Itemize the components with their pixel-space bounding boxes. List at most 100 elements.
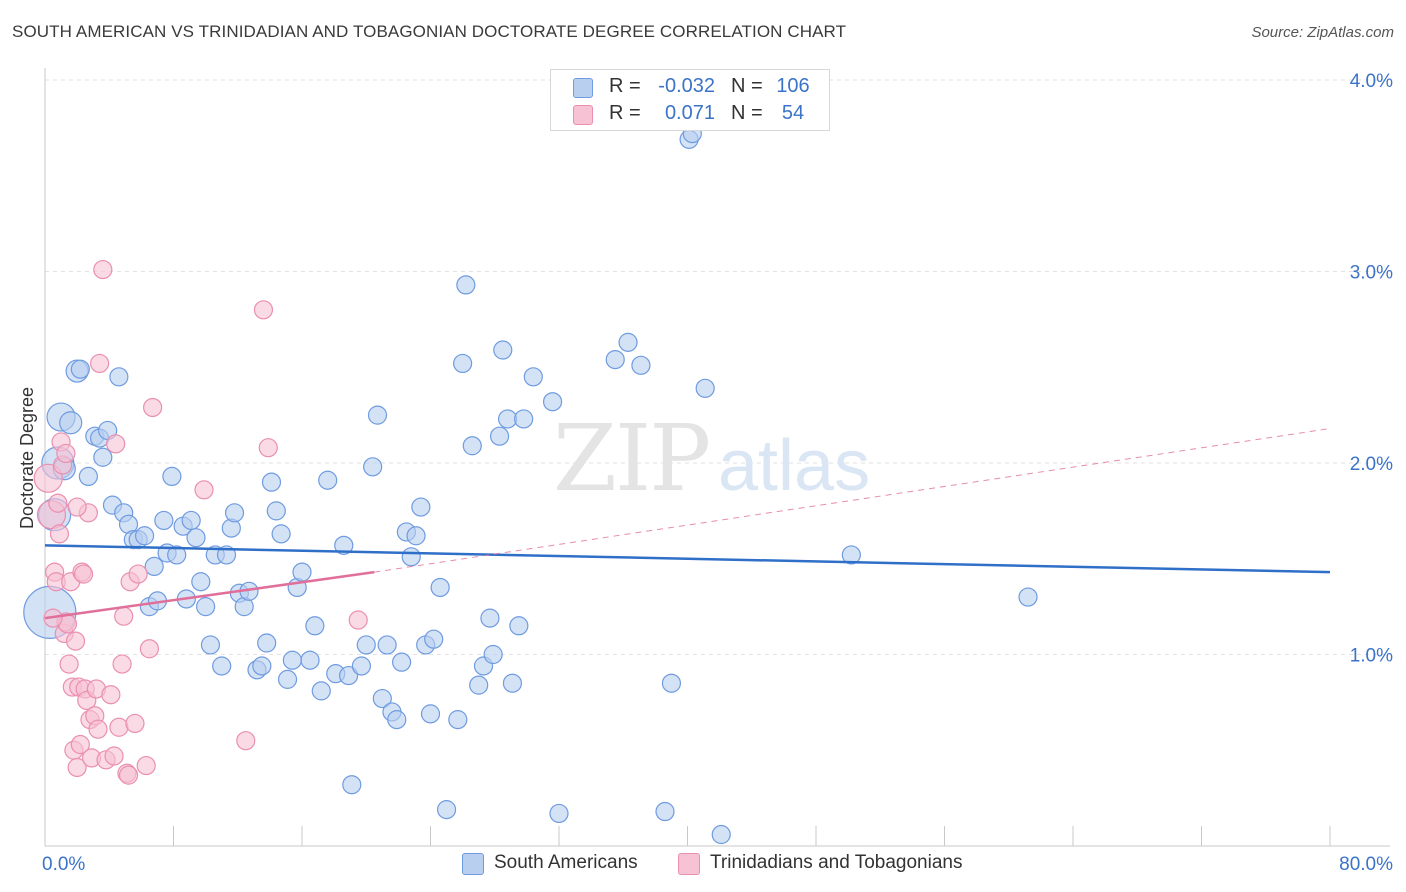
- trinidadian-point: [348, 610, 368, 630]
- south-american-point: [261, 472, 282, 492]
- y-axis-label: Doctorate Degree: [17, 387, 37, 529]
- south-american-point: [523, 367, 543, 387]
- south-american-point: [420, 704, 441, 724]
- r-value: 0.071: [664, 102, 715, 124]
- south-american-point: [411, 497, 431, 517]
- south-american-point: [453, 353, 473, 374]
- n-value: 106: [776, 75, 810, 97]
- south-american-point: [631, 355, 651, 375]
- trinidadian-point: [67, 757, 87, 778]
- trinidadian-point: [118, 765, 139, 785]
- south-american-point: [401, 547, 421, 567]
- south-american-point: [134, 526, 155, 546]
- south-american-point: [338, 665, 359, 686]
- south-american-point: [212, 656, 232, 676]
- chart-title: SOUTH AMERICAN VS TRINIDADIAN AND TOBAGO…: [12, 22, 847, 41]
- south-american-point: [305, 616, 325, 636]
- south-american-point: [200, 635, 221, 655]
- trinidadian-point: [104, 746, 124, 766]
- south-american-point: [311, 681, 331, 701]
- south-american-point: [605, 349, 625, 370]
- trinidadian-point: [65, 631, 86, 651]
- trend-layer: [44, 428, 1331, 620]
- south-american-point: [483, 644, 503, 665]
- south-american-point: [469, 675, 489, 695]
- trinidadian-point: [194, 480, 214, 500]
- trinidadian-point: [139, 639, 160, 659]
- n-label: N =: [731, 75, 763, 97]
- trinidadian-point: [59, 654, 79, 674]
- south-american-point: [266, 501, 286, 521]
- south-american-point: [661, 673, 682, 693]
- south-american-point: [448, 710, 468, 730]
- y-tick-label: 1.0%: [1350, 646, 1393, 667]
- trinidadian-point: [109, 717, 129, 737]
- trinidadian-trend-extension: [374, 428, 1331, 573]
- south-american-point: [356, 635, 376, 655]
- south-american-point: [144, 556, 164, 577]
- trinidadian-point: [128, 564, 148, 584]
- south-american-point: [277, 669, 298, 689]
- south-american-point: [196, 597, 216, 617]
- south-american-trend-line: [44, 544, 1331, 574]
- n-label: N =: [731, 102, 763, 124]
- trinidadian-point: [49, 524, 70, 544]
- south-american-point: [841, 545, 861, 565]
- source-note: Source: ZipAtlas.com: [1251, 24, 1394, 41]
- trinidadian-point: [93, 259, 113, 280]
- trinidadian-point: [136, 755, 156, 776]
- south-american-point: [363, 457, 383, 477]
- trinidadian-point: [253, 300, 274, 320]
- south-american-point: [181, 510, 201, 531]
- trinidadian-point: [143, 397, 163, 418]
- pink-swatch: [573, 105, 593, 125]
- south-american-point: [424, 629, 444, 649]
- labels-layer: 1.0% 2.0% 3.0% 4.0% 0.0% 80.0% Doctorate Degre…: [17, 71, 1393, 875]
- trinidadian-point: [73, 564, 94, 584]
- south-american-point: [711, 824, 731, 845]
- south-american-point: [391, 652, 412, 672]
- south-american-point: [162, 466, 182, 487]
- south-american-point: [509, 616, 529, 636]
- trinidadian-point: [106, 434, 126, 454]
- trinidadian-point: [33, 463, 63, 493]
- south-american-point: [257, 633, 277, 653]
- south-american-point: [271, 524, 291, 544]
- south-american-point: [387, 710, 407, 730]
- trinidadian-point: [101, 685, 121, 705]
- south-american-point: [493, 340, 513, 360]
- south-american-point: [70, 359, 90, 379]
- south-american-point: [372, 688, 392, 709]
- trinidadian-point: [67, 497, 87, 517]
- svg-text:atlas: atlas: [718, 426, 870, 506]
- y-tick-label: 2.0%: [1350, 454, 1393, 475]
- x-tick-label: 0.0%: [42, 854, 85, 875]
- legend-label: South Americans: [494, 852, 638, 873]
- y-tick-label: 4.0%: [1350, 71, 1393, 92]
- trinidadian-point: [125, 713, 145, 734]
- r-value: -0.032: [658, 75, 715, 97]
- south-american-point: [456, 275, 476, 295]
- trinidadian-point: [48, 493, 68, 513]
- south-american-point: [430, 577, 450, 598]
- trinidadian-point: [114, 606, 134, 626]
- south-american-point: [78, 466, 98, 487]
- south-american-point: [498, 409, 518, 429]
- trinidadian-trend-line: [44, 570, 375, 620]
- blue-swatch: [462, 853, 484, 875]
- south-american-point: [480, 608, 500, 628]
- south-american-point: [282, 650, 302, 670]
- south-american-point: [489, 426, 510, 446]
- south-american-point: [342, 775, 362, 795]
- south-american-point: [224, 503, 245, 523]
- points-layer: [23, 124, 1038, 845]
- trinidadian-point: [236, 731, 256, 751]
- south-american-point: [542, 392, 563, 412]
- south-american-point: [436, 800, 457, 820]
- correlation-legend: R = -0.032 N = 106 R = 0.071 N = 54: [550, 69, 830, 131]
- south-american-point: [167, 545, 187, 565]
- legend-label: Trinidadians and Tobagonians: [710, 852, 963, 873]
- trinidadian-point: [112, 654, 132, 674]
- pink-swatch: [678, 853, 700, 875]
- south-american-point: [462, 436, 482, 456]
